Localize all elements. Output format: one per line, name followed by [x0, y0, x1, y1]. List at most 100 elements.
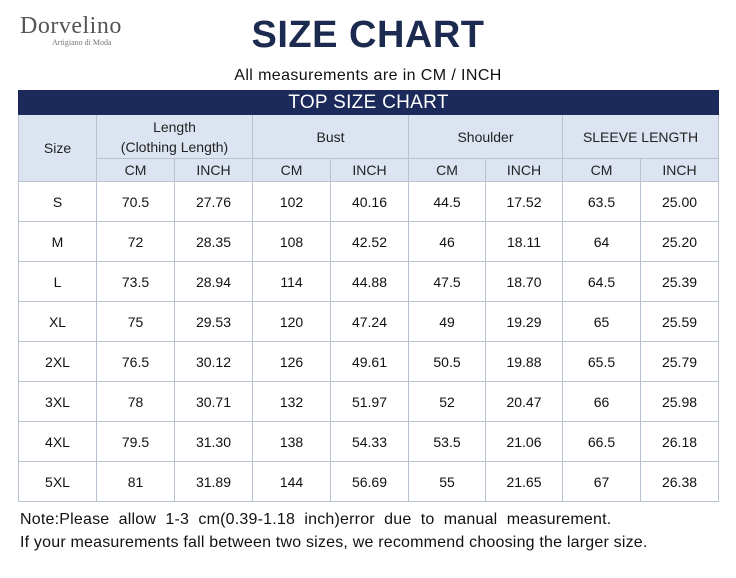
value-cell: 75 [96, 301, 175, 342]
page-title: SIZE CHART [251, 14, 485, 56]
value-cell: 72 [96, 221, 175, 262]
unit-header-row: CM INCH CM INCH CM INCH CM INCH [19, 158, 720, 182]
value-cell: 73.5 [96, 261, 175, 302]
value-cell: 31.89 [174, 461, 253, 502]
table-row: 2XL 76.5 30.12 126 49.61 50.5 19.88 65.5… [18, 341, 720, 382]
value-cell: 25.98 [639, 381, 720, 422]
value-cell: 25.39 [639, 261, 720, 302]
value-cell: 65 [562, 301, 641, 342]
value-cell: 70.5 [96, 181, 175, 222]
table-row: L 73.5 28.94 114 44.88 47.5 18.70 64.5 2… [18, 261, 720, 302]
value-cell: 51.97 [330, 381, 409, 422]
value-cell: 31.30 [174, 421, 253, 462]
value-cell: 78 [96, 381, 175, 422]
size-cell: 2XL [18, 341, 97, 382]
value-cell: 20.47 [485, 381, 563, 422]
value-cell: 47.24 [330, 301, 409, 342]
size-cell: M [18, 221, 97, 262]
value-cell: 40.16 [330, 181, 409, 222]
value-cell: 47.5 [408, 261, 486, 302]
value-cell: 25.20 [639, 221, 720, 262]
group-header-shoulder: Shoulder [408, 114, 563, 159]
value-cell: 42.52 [330, 221, 409, 262]
value-cell: 120 [252, 301, 331, 342]
table-row: 5XL 81 31.89 144 56.69 55 21.65 67 26.38 [18, 461, 720, 502]
value-cell: 26.18 [639, 421, 720, 462]
value-cell: 79.5 [96, 421, 175, 462]
value-cell: 138 [252, 421, 331, 462]
value-cell: 21.06 [485, 421, 563, 462]
value-cell: 27.76 [174, 181, 253, 222]
value-cell: 53.5 [408, 421, 486, 462]
value-cell: 17.52 [485, 181, 563, 222]
size-cell: S [18, 181, 97, 222]
value-cell: 19.29 [485, 301, 563, 342]
value-cell: 25.00 [639, 181, 720, 222]
value-cell: 25.79 [639, 341, 720, 382]
value-cell: 28.94 [174, 261, 253, 302]
value-cell: 126 [252, 341, 331, 382]
value-cell: 30.12 [174, 341, 253, 382]
value-cell: 25.59 [639, 301, 720, 342]
value-cell: 18.11 [485, 221, 563, 262]
size-chart-table: TOP SIZE CHART Size Length (Clothing Len… [17, 90, 720, 502]
value-cell: 44.5 [408, 181, 486, 222]
size-cell: L [18, 261, 97, 302]
value-cell: 30.71 [174, 381, 253, 422]
group-header-length-label: Length (Clothing Length) [120, 118, 229, 155]
table-row: 4XL 79.5 31.30 138 54.33 53.5 21.06 66.5… [18, 421, 720, 462]
value-cell: 52 [408, 381, 486, 422]
table-banner: TOP SIZE CHART [17, 90, 720, 115]
value-cell: 66 [562, 381, 641, 422]
units-subtitle: All measurements are in CM / INCH [234, 67, 502, 84]
group-header-sleeve: SLEEVE LENGTH [561, 114, 720, 159]
unit-header-cm: CM [252, 158, 331, 182]
value-cell: 81 [96, 461, 175, 502]
note-size-advice: If your measurements fall between two si… [20, 534, 648, 551]
value-cell: 19.88 [485, 341, 563, 382]
value-cell: 132 [252, 381, 331, 422]
brand-logo: Dorvelino Artigiano di Moda [20, 12, 160, 62]
value-cell: 114 [252, 261, 331, 302]
value-cell: 49 [408, 301, 486, 342]
value-cell: 65.5 [562, 341, 641, 382]
table-row: S 70.5 27.76 102 40.16 44.5 17.52 63.5 2… [18, 181, 720, 222]
value-cell: 49.61 [330, 341, 409, 382]
group-header-bust: Bust [252, 114, 409, 159]
table-row: 3XL 78 30.71 132 51.97 52 20.47 66 25.98 [18, 381, 720, 422]
value-cell: 108 [252, 221, 331, 262]
size-cell: XL [18, 301, 97, 342]
size-cell: 3XL [18, 381, 97, 422]
value-cell: 28.35 [174, 221, 253, 262]
value-cell: 64.5 [562, 261, 641, 302]
group-header-length: Length (Clothing Length) [96, 114, 253, 159]
value-cell: 67 [562, 461, 641, 502]
unit-header-cm: CM [562, 158, 641, 182]
note-tolerance: Note:Please allow 1-3 cm(0.39-1.18 inch)… [20, 511, 612, 528]
brand-name: Dorvelino [20, 13, 122, 39]
value-cell: 26.38 [639, 461, 720, 502]
unit-header-inch: INCH [174, 158, 253, 182]
value-cell: 56.69 [330, 461, 409, 502]
size-chart-table-wrapper: TOP SIZE CHART Size Length (Clothing Len… [17, 90, 720, 502]
value-cell: 18.70 [485, 261, 563, 302]
value-cell: 21.65 [485, 461, 563, 502]
unit-header-cm: CM [96, 158, 175, 182]
value-cell: 66.5 [562, 421, 641, 462]
unit-header-inch: INCH [485, 158, 563, 182]
value-cell: 64 [562, 221, 641, 262]
size-cell: 5XL [18, 461, 97, 502]
value-cell: 54.33 [330, 421, 409, 462]
footer-notes: Note:Please allow 1-3 cm(0.39-1.18 inch)… [20, 508, 720, 554]
unit-header-cm: CM [408, 158, 486, 182]
unit-header-inch: INCH [639, 158, 720, 182]
table-row: M 72 28.35 108 42.52 46 18.11 64 25.20 [18, 221, 720, 262]
value-cell: 29.53 [174, 301, 253, 342]
value-cell: 50.5 [408, 341, 486, 382]
value-cell: 46 [408, 221, 486, 262]
size-header: Size [18, 114, 97, 182]
unit-header-inch: INCH [330, 158, 409, 182]
value-cell: 63.5 [562, 181, 641, 222]
value-cell: 102 [252, 181, 331, 222]
size-cell: 4XL [18, 421, 97, 462]
